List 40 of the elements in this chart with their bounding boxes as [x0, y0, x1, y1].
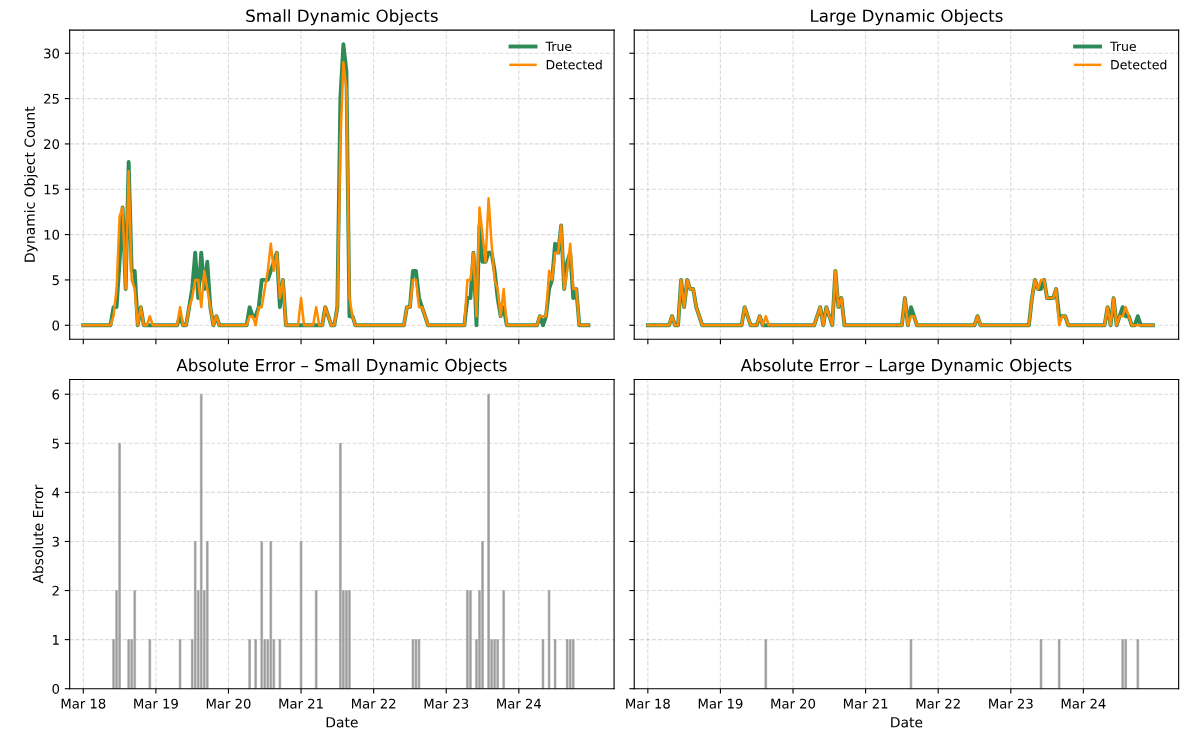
y-tick-label: 0 — [52, 320, 60, 331]
legend-label: True — [1110, 41, 1136, 52]
x-tick-label: Mar 18 — [61, 698, 106, 709]
x-tick-label: Mar 24 — [497, 698, 542, 709]
y-tick-label: 20 — [44, 139, 60, 150]
chart-title: Absolute Error – Large Dynamic Objects — [740, 358, 1072, 375]
y-axis-title: Dynamic Object Count — [24, 106, 38, 262]
chart-title: Large Dynamic Objects — [811, 9, 1003, 26]
chart-title: Absolute Error – Small Dynamic Objects — [176, 358, 507, 375]
x-tick-label: Mar 21 — [843, 698, 888, 709]
x-tick-label: Mar 19 — [698, 698, 743, 709]
chart-title: Small Dynamic Objects — [246, 9, 438, 26]
y-tick-label: 2 — [52, 585, 59, 596]
x-axis-title: Date — [326, 717, 358, 728]
legend-label: True — [545, 41, 572, 52]
y-tick-label: 25 — [44, 93, 59, 104]
x-tick-label: Mar 21 — [279, 698, 323, 709]
x-tick-label: Mar 22 — [352, 698, 396, 709]
x-tick-label: Mar 24 — [1061, 698, 1106, 709]
y-tick-label: 6 — [52, 389, 60, 400]
y-tick-label: 1 — [53, 635, 59, 645]
x-axis-title: Date — [891, 717, 923, 728]
x-tick-label: Mar 20 — [771, 698, 816, 709]
y-tick-label: 5 — [52, 275, 59, 286]
x-tick-label: Mar 23 — [989, 698, 1033, 709]
y-tick-label: 0 — [52, 683, 60, 694]
y-tick-label: 4 — [52, 487, 60, 498]
legend-label: Detected — [546, 59, 602, 70]
legend-label: Detected — [1111, 59, 1167, 70]
x-tick-label: Mar 19 — [134, 698, 178, 709]
x-tick-label: Mar 20 — [206, 698, 251, 709]
x-tick-label: Mar 18 — [626, 698, 670, 709]
y-tick-label: 15 — [44, 184, 59, 195]
y-tick-label: 10 — [44, 229, 60, 240]
y-tick-label: 5 — [52, 438, 59, 449]
x-tick-label: Mar 23 — [424, 698, 469, 709]
y-tick-label: 30 — [44, 48, 60, 59]
y-axis-title: Absolute Error — [32, 484, 44, 584]
x-tick-label: Mar 22 — [916, 698, 960, 709]
y-tick-label: 3 — [52, 536, 59, 547]
